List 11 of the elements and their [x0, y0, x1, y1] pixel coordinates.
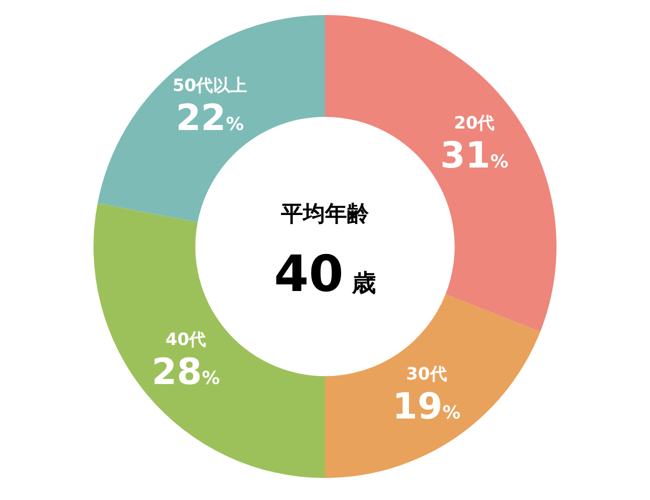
- slice-label: 50代以上: [172, 76, 248, 96]
- slice-label: 20代: [454, 114, 495, 134]
- text: 平均年齢: [280, 202, 370, 227]
- slice-label: 40代: [166, 330, 206, 350]
- donut-slice: [98, 15, 325, 222]
- data-label: 28%: [152, 352, 220, 394]
- data-label: 19%: [392, 386, 461, 428]
- data-label: 22%: [176, 98, 244, 139]
- donut-slice: [325, 294, 540, 478]
- slice-label: 30代: [406, 364, 447, 384]
- data-label: 31%: [440, 136, 508, 177]
